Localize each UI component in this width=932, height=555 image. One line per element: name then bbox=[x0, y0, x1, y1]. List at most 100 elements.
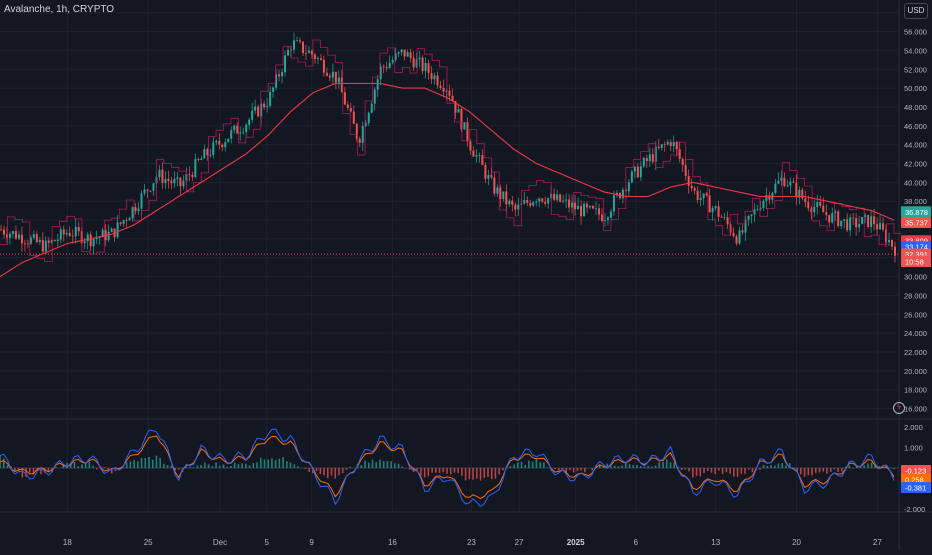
candle-body bbox=[158, 170, 160, 177]
candle-body bbox=[269, 92, 271, 106]
candle-body bbox=[568, 200, 570, 208]
histogram-bar bbox=[334, 468, 336, 479]
currency-button[interactable]: USD bbox=[904, 3, 928, 19]
candle-body bbox=[661, 144, 663, 148]
time-tick-label: 2025 bbox=[567, 538, 585, 547]
candle-body bbox=[706, 194, 708, 196]
candle-body bbox=[804, 198, 806, 202]
histogram-bar bbox=[808, 468, 810, 475]
candle-body bbox=[861, 217, 863, 224]
histogram-bar bbox=[323, 468, 325, 475]
candle-body bbox=[170, 181, 172, 183]
histogram-bar bbox=[104, 467, 106, 468]
histogram-bar bbox=[200, 465, 202, 468]
histogram-bar bbox=[349, 467, 351, 468]
histogram-bar bbox=[591, 468, 593, 470]
candle-body bbox=[284, 55, 286, 72]
histogram-bar bbox=[219, 466, 221, 468]
candle-body bbox=[777, 181, 779, 184]
candle-body bbox=[697, 191, 699, 200]
candle-body bbox=[161, 170, 163, 183]
histogram-bar bbox=[815, 468, 817, 473]
histogram-bar bbox=[234, 463, 236, 468]
candle-body bbox=[377, 79, 379, 89]
candle-body bbox=[667, 142, 669, 144]
candle-body bbox=[807, 202, 809, 208]
time-tick-label: 27 bbox=[515, 538, 524, 547]
candle-body bbox=[535, 201, 537, 202]
candle-body bbox=[176, 178, 178, 180]
candle-body bbox=[517, 205, 519, 210]
candle-body bbox=[747, 216, 749, 220]
candle-body bbox=[694, 188, 696, 190]
price-tick-label: 30.000 bbox=[904, 273, 927, 282]
candle-body bbox=[392, 60, 394, 63]
histogram-bar bbox=[644, 467, 646, 468]
candle-body bbox=[245, 125, 247, 132]
candle-body bbox=[855, 218, 857, 227]
histogram-bar bbox=[770, 465, 772, 468]
candle-body bbox=[111, 229, 113, 232]
histogram-bar bbox=[133, 460, 135, 468]
candle-body bbox=[511, 201, 513, 205]
histogram-bar bbox=[230, 466, 232, 468]
time-tick-label: 25 bbox=[144, 538, 153, 547]
histogram-bar bbox=[465, 468, 467, 480]
histogram-bar bbox=[487, 468, 489, 477]
candle-body bbox=[526, 200, 528, 203]
trailing-stop-line bbox=[0, 40, 902, 262]
candle-body bbox=[33, 234, 35, 237]
price-tick-label: 46.000 bbox=[904, 122, 927, 131]
candle-body bbox=[499, 187, 501, 198]
candle-body bbox=[230, 130, 232, 138]
histogram-bar bbox=[651, 467, 653, 468]
candle-body bbox=[724, 217, 726, 218]
histogram-bar bbox=[495, 468, 497, 479]
histogram-bar bbox=[700, 468, 702, 476]
candle-body bbox=[27, 243, 29, 244]
candle-body bbox=[652, 154, 654, 162]
histogram-bar bbox=[629, 464, 631, 468]
candle-body bbox=[822, 206, 824, 212]
histogram-bar bbox=[193, 467, 195, 468]
candle-body bbox=[144, 190, 146, 194]
candle-body bbox=[858, 224, 860, 227]
candle-body bbox=[179, 178, 181, 187]
histogram-bar bbox=[580, 468, 582, 470]
histogram-bar bbox=[454, 468, 456, 473]
histogram-bar bbox=[517, 463, 519, 468]
candle-body bbox=[248, 120, 250, 125]
candle-body bbox=[753, 209, 755, 214]
candle-body bbox=[852, 217, 854, 218]
candle-body bbox=[212, 142, 214, 155]
histogram-bar bbox=[96, 468, 98, 469]
candle-body bbox=[607, 218, 609, 220]
candle-body bbox=[293, 40, 295, 49]
candle-body bbox=[508, 201, 510, 205]
candle-body bbox=[819, 202, 821, 206]
histogram-bar bbox=[744, 468, 746, 474]
histogram-bar bbox=[547, 467, 549, 468]
histogram-bar bbox=[714, 468, 716, 474]
candle-body bbox=[589, 206, 591, 207]
price-tick-label: 22.000 bbox=[904, 348, 927, 357]
candle-body bbox=[577, 206, 579, 209]
price-tick-label: 50.000 bbox=[904, 84, 927, 93]
candle-body bbox=[39, 240, 41, 242]
candle-body bbox=[278, 74, 280, 76]
candle-body bbox=[676, 142, 678, 149]
histogram-bar bbox=[74, 462, 76, 468]
lightning-icon[interactable]: ϟ bbox=[893, 402, 905, 414]
candle-body bbox=[66, 233, 68, 234]
candle-body bbox=[631, 171, 633, 182]
candle-body bbox=[227, 139, 229, 142]
histogram-bar bbox=[524, 465, 526, 468]
histogram-bar bbox=[361, 465, 363, 468]
histogram-bar bbox=[521, 462, 523, 468]
candle-body bbox=[386, 67, 388, 68]
histogram-bar bbox=[279, 459, 281, 468]
histogram-bar bbox=[267, 459, 269, 468]
candle-body bbox=[718, 206, 720, 217]
